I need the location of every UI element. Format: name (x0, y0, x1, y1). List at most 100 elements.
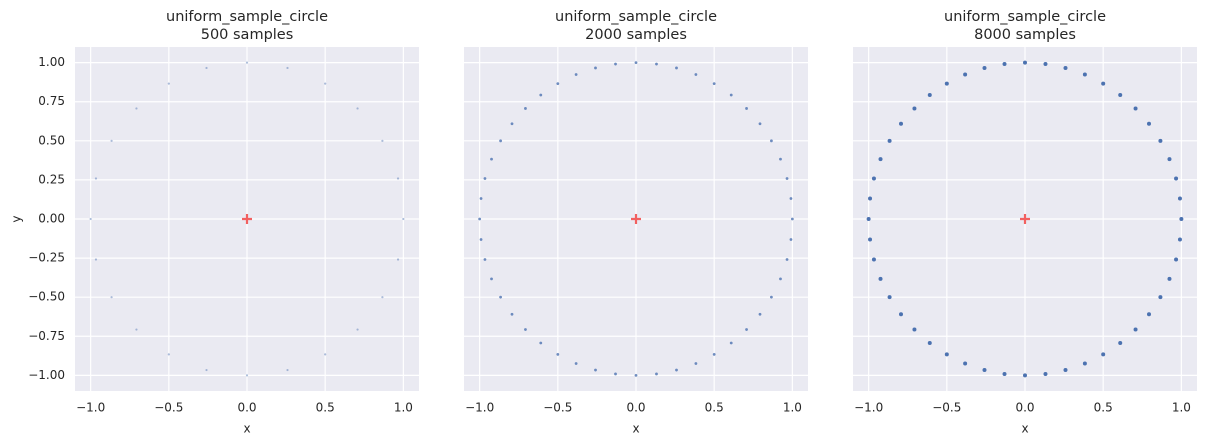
x-axis-label: x (243, 422, 250, 436)
y-tick-label: −0.25 (28, 251, 65, 265)
point (1174, 176, 1179, 181)
x-axis-label: x (632, 422, 639, 436)
point (1043, 62, 1048, 67)
point (396, 177, 400, 180)
point (381, 296, 384, 299)
point (1082, 361, 1087, 366)
point (135, 107, 138, 110)
center-marker (242, 214, 252, 224)
point (1101, 352, 1106, 357)
point (790, 217, 794, 221)
point (729, 341, 733, 345)
point (871, 176, 876, 181)
point (483, 258, 487, 261)
point (324, 353, 327, 356)
point (1118, 340, 1123, 345)
point (1177, 196, 1182, 201)
point (1002, 371, 1007, 376)
y-tick-label: −0.75 (28, 329, 65, 343)
point (205, 368, 208, 372)
chart-subtitle: 8000 samples (974, 27, 1076, 43)
x-tick-label: 0.5 (316, 401, 335, 415)
y-tick-label: 0.50 (38, 133, 65, 147)
point (912, 327, 917, 332)
point (110, 139, 113, 142)
x-tick-label: 0.0 (237, 401, 256, 415)
point (789, 238, 793, 241)
point (1177, 237, 1182, 242)
x-tick-label: −1.0 (76, 401, 105, 415)
x-tick-label: −0.5 (154, 401, 183, 415)
point (887, 138, 892, 143)
point (785, 258, 789, 261)
center-marker (631, 214, 641, 224)
x-tick-label: 1.0 (394, 401, 413, 415)
y-tick-label: 1.00 (38, 55, 65, 69)
x-tick-label: 1.0 (1172, 401, 1191, 415)
point (712, 353, 716, 356)
point (982, 65, 987, 70)
point (694, 73, 698, 76)
point (510, 312, 514, 316)
point (770, 295, 773, 299)
x-tick-label: 0.5 (1094, 401, 1113, 415)
point (745, 328, 748, 331)
y-tick-label: 0.75 (38, 94, 65, 108)
point (614, 62, 617, 66)
point (1063, 65, 1068, 70)
point (324, 82, 327, 85)
point (356, 328, 359, 331)
point (655, 372, 658, 376)
point (490, 277, 493, 281)
point (245, 61, 249, 64)
point (1146, 121, 1151, 126)
point (779, 277, 782, 281)
point (1002, 62, 1007, 67)
point (556, 353, 560, 356)
point (770, 139, 773, 143)
y-tick-label: −1.00 (28, 368, 65, 382)
point (135, 328, 138, 331)
point (205, 66, 208, 70)
point (524, 328, 527, 331)
point (963, 72, 968, 77)
point (94, 258, 98, 261)
point (982, 368, 987, 373)
point (1023, 60, 1027, 65)
point (89, 217, 92, 221)
point (396, 258, 400, 261)
point (758, 122, 762, 126)
point (694, 362, 698, 365)
point (402, 217, 405, 221)
x-tick-label: 0.0 (1015, 401, 1034, 415)
point (1133, 327, 1138, 332)
point (779, 157, 782, 161)
point (1082, 72, 1087, 77)
chart-subtitle: 500 samples (201, 27, 294, 43)
point (758, 312, 762, 316)
point (167, 353, 170, 356)
point (887, 295, 892, 300)
point (1158, 138, 1163, 143)
point (878, 157, 883, 162)
point (868, 237, 873, 242)
point (510, 122, 514, 126)
point (868, 196, 873, 201)
point (655, 62, 658, 66)
point (1133, 106, 1138, 111)
point (381, 139, 384, 142)
point (499, 295, 502, 299)
point (729, 93, 733, 97)
y-tick-label: 0.25 (38, 172, 65, 186)
x-tick-label: −0.5 (932, 401, 961, 415)
x-tick-label: 1.0 (783, 401, 802, 415)
point (866, 217, 871, 221)
point (574, 362, 578, 365)
point (963, 361, 968, 366)
point (1174, 257, 1179, 262)
y-tick-label: 0.00 (38, 212, 65, 226)
point (927, 340, 932, 345)
chart-title: uniform_sample_circle (944, 9, 1106, 25)
